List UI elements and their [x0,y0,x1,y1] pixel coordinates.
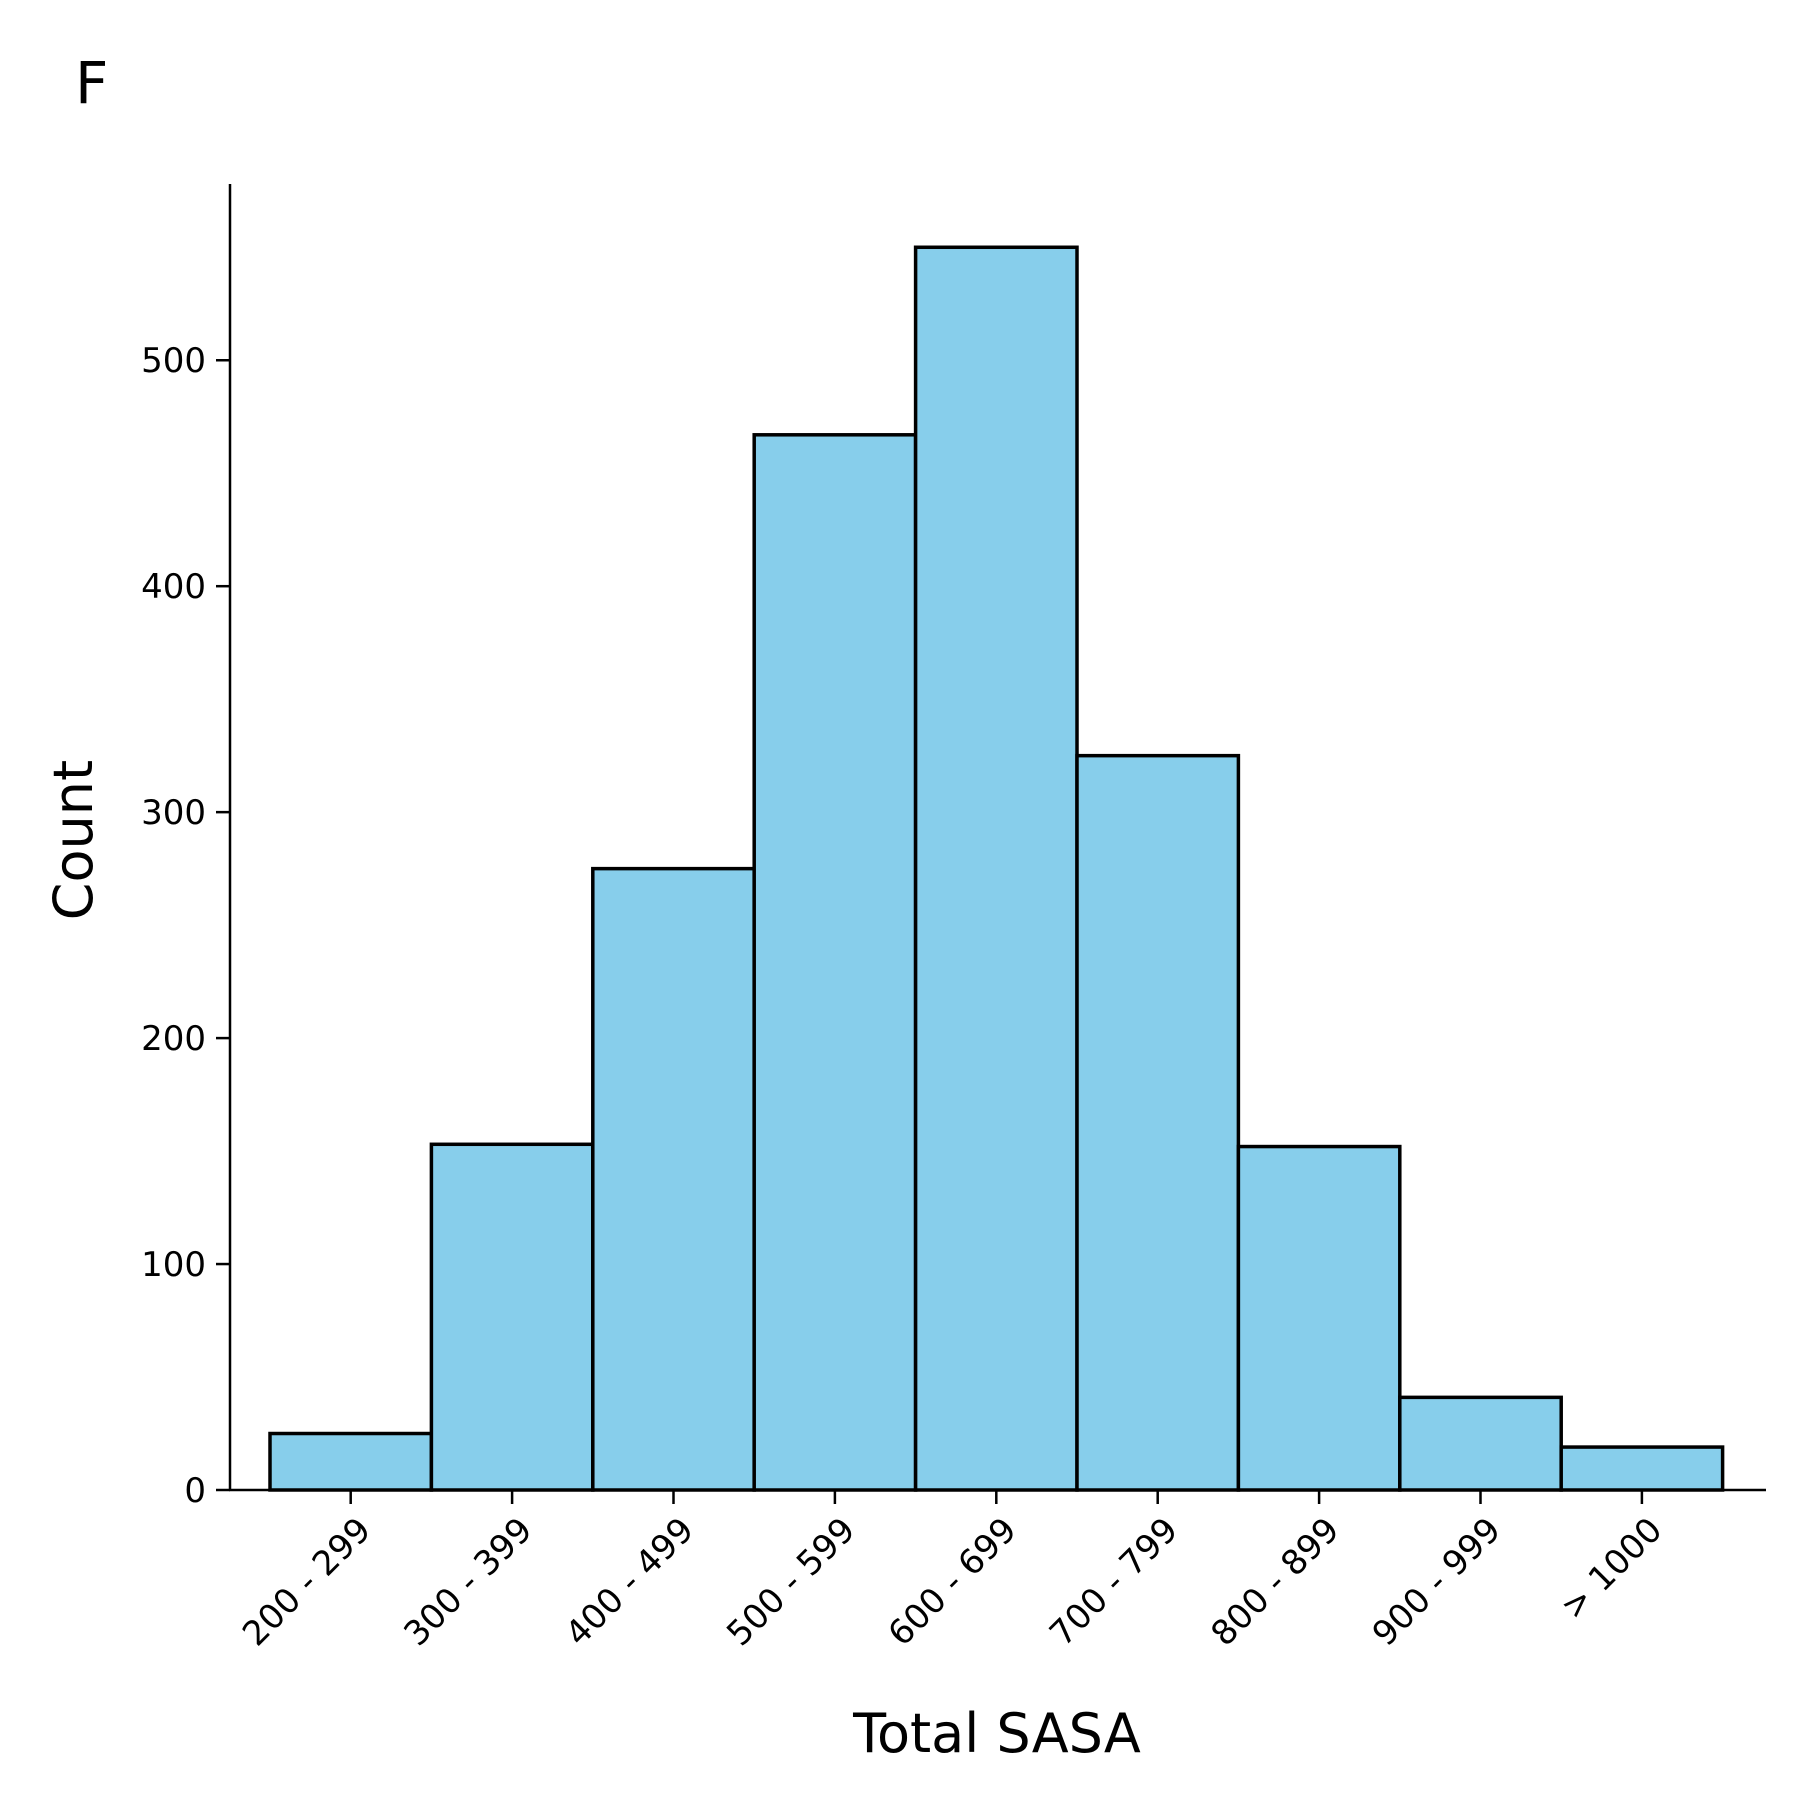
x-tick-label: 500 - 599 [719,1510,863,1654]
x-tick-label: > 1000 [1553,1510,1670,1627]
bar-3 [591,866,756,1492]
x-axis-title: Total SASA [852,1702,1141,1765]
bar-7 [1236,1144,1402,1492]
y-tick-label: 300 [141,793,206,833]
bar-6 [1075,753,1241,1492]
x-tick-label: 600 - 699 [881,1510,1025,1654]
y-tick-label: 400 [141,567,206,607]
x-tick-label: 200 - 299 [235,1510,379,1654]
x-tick-label: 900 - 999 [1365,1510,1509,1654]
bar-8 [1398,1395,1563,1492]
bar-4 [752,433,918,1492]
y-tick-label: 500 [141,341,206,381]
y-tick-label: 0 [184,1471,206,1511]
y-tick-label: 200 [141,1019,206,1059]
y-axis-title: Count [42,760,105,920]
bar-5 [913,245,1079,1492]
panel-label: F [75,49,108,117]
x-tick-label: 300 - 399 [396,1510,540,1654]
bar-2 [429,1142,595,1492]
bar-9 [1559,1445,1725,1492]
x-ticks-group: 200 - 299 300 - 399 400 - 499 500 - 599 600 … [235,1490,1670,1654]
x-tick-label: 700 - 799 [1042,1510,1186,1654]
bar-1 [268,1431,434,1492]
x-tick-label: 400 - 499 [558,1510,702,1654]
y-tick-label: 100 [141,1245,206,1285]
bars-group [268,245,1725,1492]
y-ticks-group: 0 100 200 300 400 500 [141,341,230,1511]
x-tick-label: 800 - 899 [1203,1510,1347,1654]
